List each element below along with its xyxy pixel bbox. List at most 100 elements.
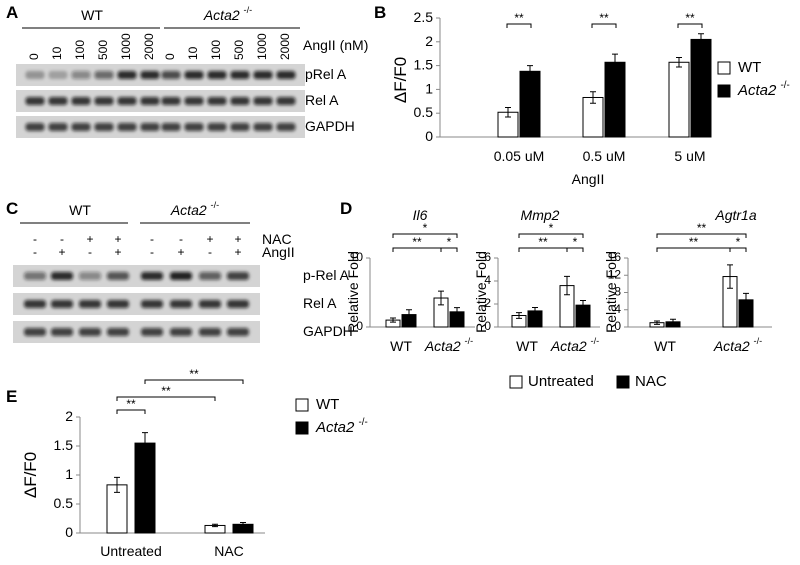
y-tick-label: 0 <box>356 319 363 333</box>
text-part: Relative <box>603 282 619 333</box>
text-part: Acta2 <box>550 338 587 354</box>
text-part: 4 <box>484 273 491 287</box>
text-part: - <box>88 245 92 259</box>
significance-label: ** <box>412 235 422 249</box>
blot-band <box>79 272 101 280</box>
x-tick-label: 0.5 uM <box>583 148 626 164</box>
text-part: - <box>33 245 37 259</box>
text-part: Fold <box>345 251 361 278</box>
significance-bracket <box>144 379 244 384</box>
significance-bracket <box>392 233 458 238</box>
text-part: ** <box>161 384 171 398</box>
significance-label: ** <box>189 367 199 381</box>
text-part: 2 <box>484 296 491 310</box>
blot-row-label: Rel A <box>305 92 339 108</box>
blot-band <box>161 97 181 105</box>
text-part: Il6 <box>413 207 428 223</box>
text-part: ** <box>412 235 422 249</box>
treatment-sign: - <box>33 232 37 246</box>
text-part: ΔF/F0 <box>391 57 410 103</box>
blot-background <box>16 90 305 112</box>
text-part: Agtr1a <box>714 207 756 223</box>
text-part: 0.05 <box>494 148 521 164</box>
text-part: 2.5 <box>414 9 434 25</box>
blot-band <box>51 272 73 280</box>
y-tick-label: 2.5 <box>414 9 434 25</box>
chart-title: Il6 <box>413 207 428 223</box>
text-part: 6 <box>484 250 491 264</box>
x-tick-label: 0.05 uM <box>494 148 545 164</box>
significance-label: * <box>549 221 554 235</box>
error-bar <box>670 318 676 325</box>
text-part: 0.5 <box>583 148 603 164</box>
text-part: Rel <box>305 92 326 108</box>
text-part: + <box>114 232 121 246</box>
text-part: 500 <box>232 40 246 60</box>
text-part: Untreated <box>528 373 594 390</box>
x-tick-label: Untreated <box>100 543 161 559</box>
text-part: AngII <box>572 171 605 187</box>
text-part: -/- <box>465 336 474 346</box>
y-tick-label: 6 <box>484 250 491 264</box>
error-bar <box>454 307 460 317</box>
chart-title: Agtr1a <box>714 207 756 223</box>
x-axis-label: AngII <box>572 171 605 187</box>
bar <box>604 61 626 138</box>
text-part: * <box>736 235 741 249</box>
blot-band <box>199 272 221 280</box>
blot-band <box>161 123 181 131</box>
x-tick-label: WT <box>390 338 412 354</box>
y-tick-label: 0 <box>614 319 621 333</box>
text-part: D <box>340 199 352 218</box>
text-part: * <box>549 221 554 235</box>
bar <box>134 442 156 534</box>
blot-background <box>13 321 260 343</box>
text-part: A <box>337 66 347 82</box>
text-part: GAPDH <box>303 323 353 339</box>
text-part: Fold <box>603 251 619 278</box>
chart-title: Mmp2 <box>521 207 560 223</box>
text-part: Acta2 <box>424 338 461 354</box>
error-bar <box>505 106 511 118</box>
text-part: Relative <box>473 282 489 333</box>
text-part: A <box>340 267 350 283</box>
text-part: Mmp2 <box>521 207 560 223</box>
y-tick-label: 1 <box>65 466 73 482</box>
y-tick-label: 16 <box>608 250 622 264</box>
text-part: Rel <box>303 295 324 311</box>
text-part: - <box>150 232 154 246</box>
bar <box>519 70 541 138</box>
y-tick-label: 1.5 <box>54 437 74 453</box>
y-tick-label: 0 <box>65 524 73 540</box>
text-part: 1000 <box>255 33 269 60</box>
treatment-sign: - <box>150 232 154 246</box>
text-part: 2 <box>65 408 73 424</box>
x-tick-label: Acta2 -/- <box>550 336 599 353</box>
text-part: WT <box>516 338 538 354</box>
y-tick-label: 4 <box>484 273 491 287</box>
significance-label: ** <box>697 221 707 235</box>
text-part: p-Rel <box>303 267 336 283</box>
blot-band <box>117 123 137 131</box>
text-part: uM <box>606 148 625 164</box>
significance-label: ** <box>126 397 136 411</box>
text-part: AngII <box>303 37 336 53</box>
treatment-sign: - <box>60 232 64 246</box>
y-tick-label: 0.5 <box>54 495 74 511</box>
treatment-sign: - <box>88 245 92 259</box>
text-part: ** <box>126 397 136 411</box>
lane-label: 1000 <box>119 33 133 60</box>
error-bar <box>654 320 660 325</box>
blot-row-label: GAPDH <box>305 118 355 134</box>
blot-band <box>94 71 114 79</box>
blot-band <box>140 123 160 131</box>
text-part: + <box>86 232 93 246</box>
text-part: 0 <box>425 128 433 144</box>
blot-band <box>140 71 160 79</box>
bar <box>690 38 712 138</box>
blot-band <box>51 328 73 336</box>
text-part: WT <box>316 396 339 413</box>
significance-bracket <box>729 247 747 252</box>
text-part: 2 <box>425 33 433 49</box>
x-tick-label: Acta2 -/- <box>424 336 473 353</box>
